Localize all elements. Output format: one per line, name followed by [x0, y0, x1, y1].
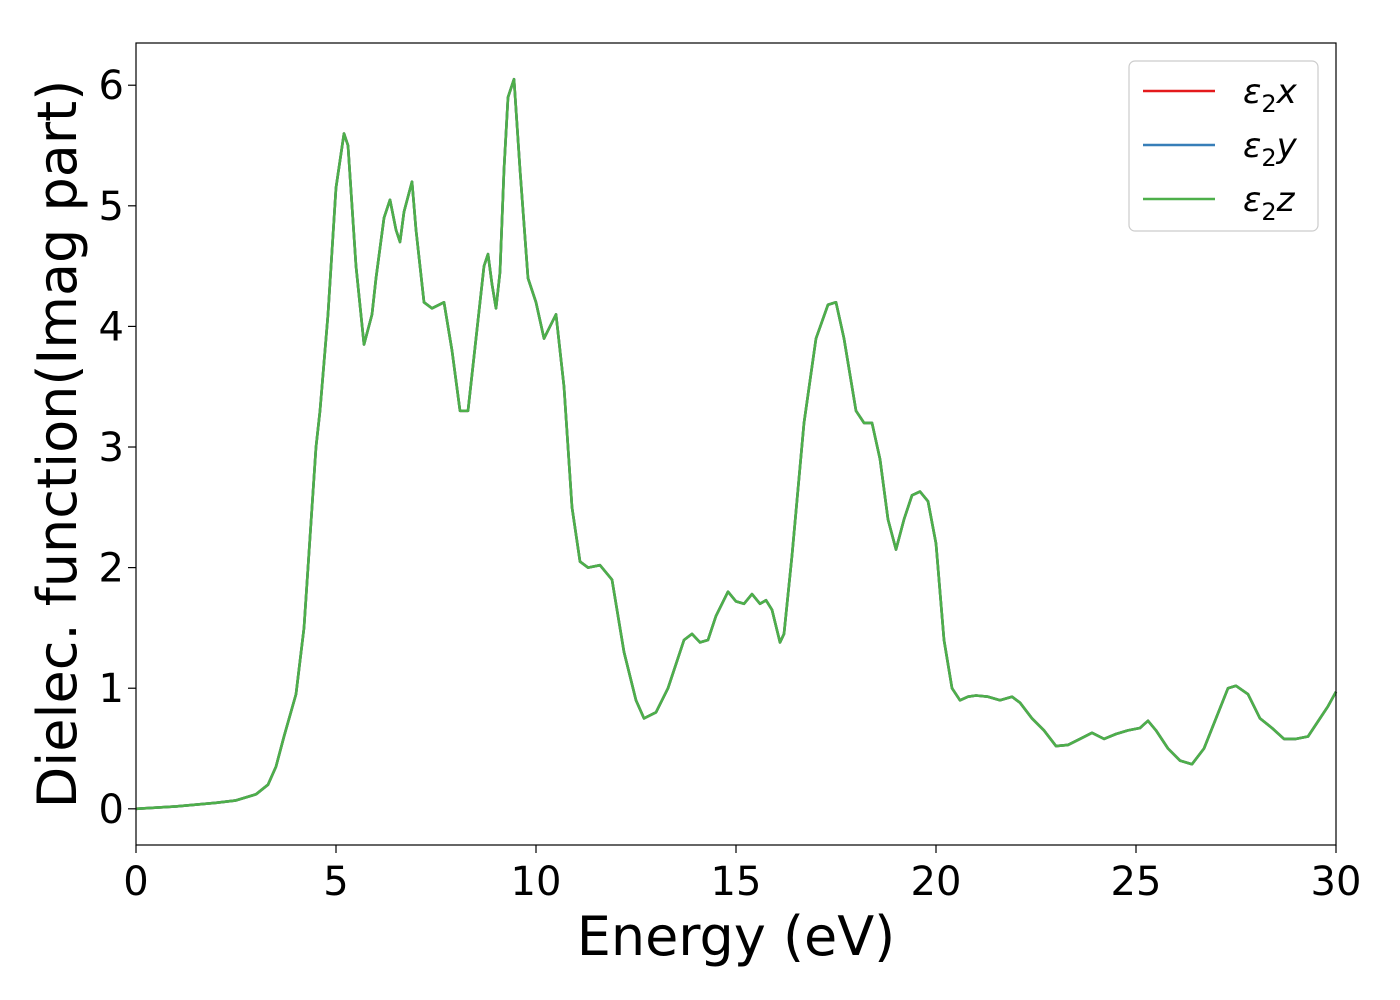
series-layer [135, 77, 1338, 811]
y-tick-label: 5 [99, 184, 124, 230]
legend-label-sub: 2 [1261, 90, 1276, 118]
legend-label-main: ε [1243, 72, 1261, 112]
x-tick-label: 5 [323, 859, 348, 905]
legend-entry-y: ε2y [1143, 126, 1298, 172]
legend-label-main: ε [1243, 126, 1261, 166]
x-tick-label: 0 [123, 859, 148, 905]
x-tick-label: 10 [511, 859, 562, 905]
legend-label-suffix: z [1276, 180, 1296, 220]
x-tick-label: 30 [1311, 859, 1362, 905]
y-tick-label: 1 [99, 666, 124, 712]
series-line-z [135, 77, 1338, 811]
legend-box [1128, 60, 1319, 232]
legend-label: ε2x [1243, 72, 1298, 118]
x-axis-label: Energy (eV) [577, 905, 896, 968]
legend-label-sub: 2 [1261, 198, 1276, 226]
y-axis-label: Dielec. function(Imag part) [26, 80, 89, 809]
legend-label: ε2y [1243, 126, 1298, 172]
y-tick-label: 3 [99, 425, 124, 471]
y-axis-ticks: 0 1 2 3 4 5 6 [99, 63, 136, 833]
x-tick-label: 15 [711, 859, 762, 905]
legend-label-main: ε [1243, 180, 1261, 220]
legend-label-suffix: x [1276, 72, 1298, 112]
legend-entry-z: ε2z [1143, 180, 1296, 226]
legend-label-sub: 2 [1261, 144, 1276, 172]
y-tick-label: 4 [99, 304, 124, 350]
x-tick-label: 25 [1111, 859, 1162, 905]
y-tick-label: 2 [99, 546, 124, 592]
y-tick-label: 6 [99, 63, 124, 109]
legend-label: ε2z [1243, 180, 1296, 226]
x-tick-label: 20 [911, 859, 962, 905]
legend-label-suffix: y [1276, 126, 1298, 166]
legend-entry-x: ε2x [1143, 72, 1298, 118]
x-axis-ticks: 0 5 10 15 20 25 30 [123, 845, 1361, 905]
y-tick-label: 0 [99, 787, 124, 833]
